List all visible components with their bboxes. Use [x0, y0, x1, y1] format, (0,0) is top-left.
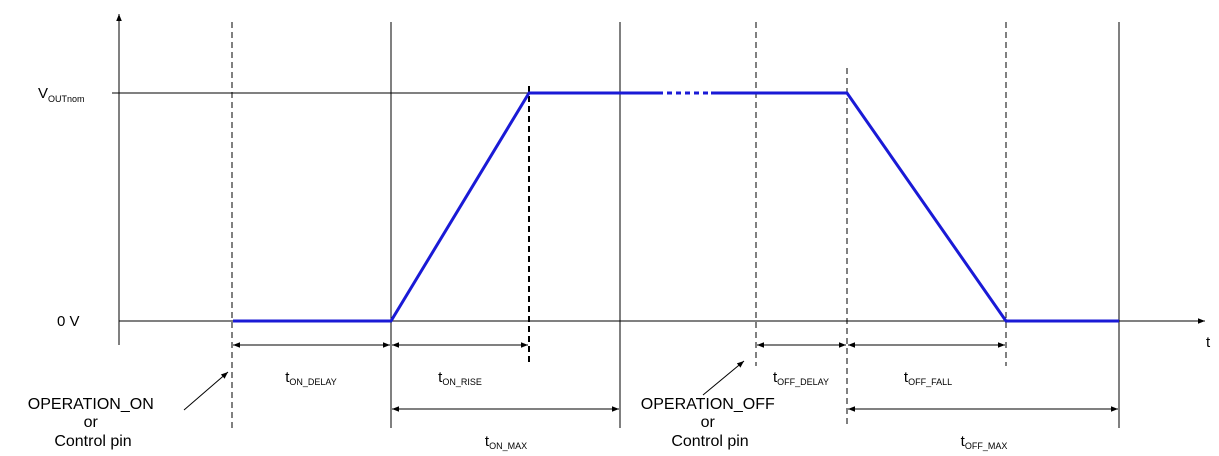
waveform-fall [711, 91, 1119, 323]
operation-on-pointer-arrow [183, 371, 229, 411]
operation-off-pointer-arrow [702, 360, 745, 396]
waveform-rise [233, 91, 663, 323]
operation-on-annotation: OPERATION_ON or Control pin [28, 396, 158, 450]
off-delay-label: tOFF_DELAY [773, 369, 829, 387]
on-rise-label: tON_RISE [438, 369, 482, 387]
y-low-label: 0 V [57, 313, 80, 330]
on-max-label: tON_MAX [485, 433, 527, 451]
off-max-label: tOFF_MAX [961, 433, 1008, 451]
on-delay-label: tON_DELAY [285, 369, 337, 387]
off-fall-label: tOFF_FALL [904, 369, 952, 387]
y-high-label: VOUTnom [38, 85, 85, 104]
operation-off-annotation: OPERATION_OFF or Control pin [641, 396, 779, 450]
x-axis-label: t [1206, 334, 1211, 351]
